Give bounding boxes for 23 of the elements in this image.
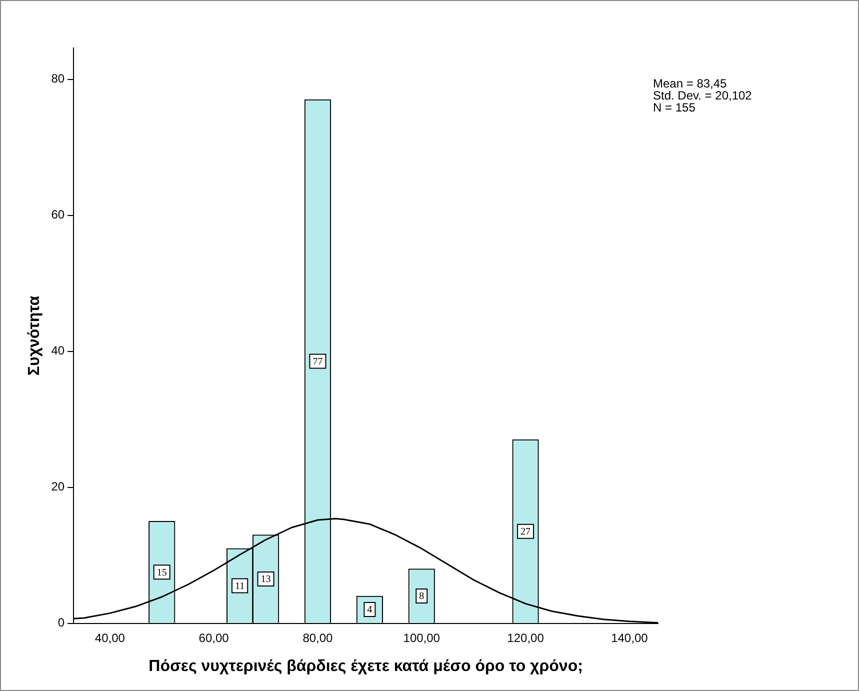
- data-label: 11: [234, 580, 245, 592]
- data-label: 4: [367, 604, 372, 616]
- annotation: N = 155: [653, 100, 696, 114]
- x-tick-label: 40,00: [94, 630, 126, 645]
- x-tick-label: 120,00: [507, 630, 544, 645]
- x-tick-label: 100,00: [403, 630, 440, 645]
- annotation: Std. Dev. = 20,102: [653, 88, 752, 102]
- x-tick-label: 80,00: [302, 630, 334, 645]
- y-tick-label: 60: [51, 208, 65, 222]
- y-tick-label: 0: [58, 616, 65, 630]
- y-tick-label: 80: [51, 72, 65, 86]
- x-tick-label: 140,00: [611, 630, 648, 645]
- data-label: 27: [520, 526, 531, 538]
- x-tick-label: 60,00: [198, 630, 230, 645]
- data-label: 77: [312, 356, 323, 368]
- y-tick-label: 20: [51, 480, 65, 494]
- annotation: Mean = 83,45: [653, 76, 728, 90]
- data-label: 15: [156, 567, 167, 578]
- data-label: 13: [260, 574, 271, 586]
- x-axis-title: Πόσες νυχτερινές βάρδιες έχετε κατά μέσο όρο το χρόνο;: [148, 658, 583, 675]
- y-tick-label: 40: [51, 344, 65, 358]
- y-axis-title: Συχνότητα: [26, 296, 44, 376]
- data-label: 8: [419, 591, 424, 602]
